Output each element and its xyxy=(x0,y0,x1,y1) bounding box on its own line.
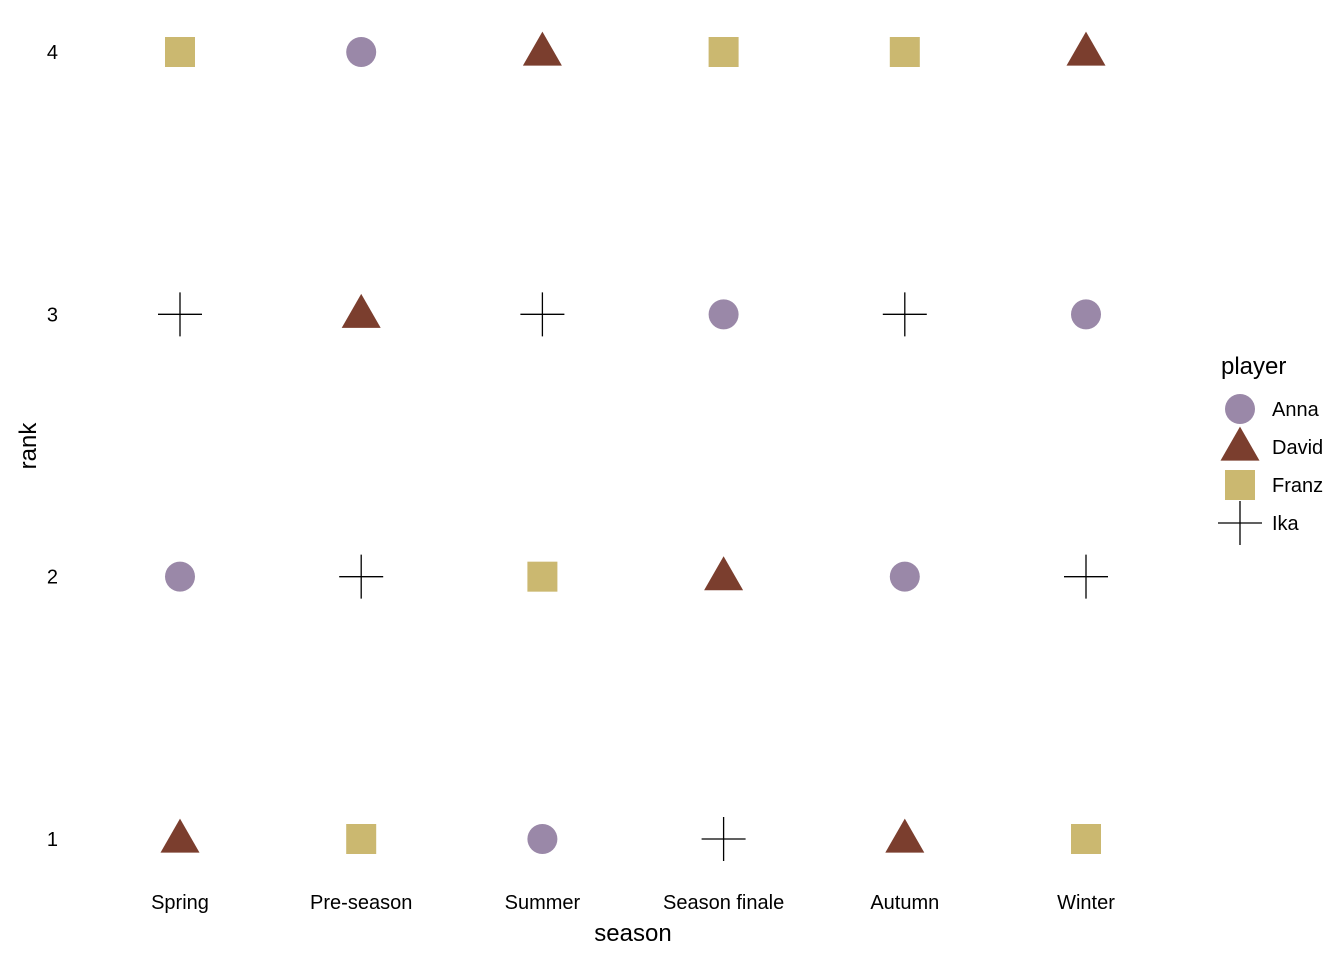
legend-key-anna xyxy=(1225,394,1255,424)
y-axis-title: rank xyxy=(15,422,42,470)
point-franz-3 xyxy=(527,561,558,592)
legend-key-franz xyxy=(1225,470,1255,500)
legend-key-ika xyxy=(1218,501,1262,545)
point-ika-6 xyxy=(1064,554,1108,599)
y-axis-ticks: 1 2 3 4 xyxy=(47,42,58,851)
legend: player Anna David Franz Ika xyxy=(1218,353,1323,545)
point-ika-3 xyxy=(520,292,565,337)
x-tick-label-1: Spring xyxy=(151,892,209,914)
point-david-5 xyxy=(885,818,925,853)
point-franz-4 xyxy=(708,37,739,67)
point-ika-1 xyxy=(158,292,202,337)
point-anna-2 xyxy=(346,37,377,67)
x-tick-label-2: Pre-season xyxy=(310,892,412,914)
legend-label-ika: Ika xyxy=(1272,513,1300,535)
point-franz-5 xyxy=(889,37,920,67)
point-franz-6 xyxy=(1071,824,1101,854)
x-axis-title: season xyxy=(594,920,671,947)
point-anna-1 xyxy=(165,561,195,592)
legend-title: player xyxy=(1221,353,1286,380)
y-tick-label-2: 2 xyxy=(47,567,58,589)
point-david-3 xyxy=(522,31,562,66)
point-anna-6 xyxy=(1071,299,1101,330)
point-david-4 xyxy=(704,556,744,591)
legend-label-franz: Franz xyxy=(1272,475,1323,497)
legend-key-david xyxy=(1220,426,1260,461)
point-ika-5 xyxy=(882,292,927,337)
point-anna-5 xyxy=(889,561,920,592)
x-axis-ticks: Spring Pre-season Summer Season finale Autum… xyxy=(151,892,1115,914)
point-anna-4 xyxy=(708,299,739,330)
x-tick-label-6: Winter xyxy=(1057,892,1115,914)
x-tick-label-3: Summer xyxy=(505,892,581,914)
point-david-2 xyxy=(341,293,381,328)
point-david-6 xyxy=(1066,31,1106,66)
y-tick-label-4: 4 xyxy=(47,42,58,64)
point-anna-3 xyxy=(527,824,558,854)
plot-area xyxy=(158,31,1108,861)
point-franz-1 xyxy=(165,37,195,67)
x-tick-label-5: Autumn xyxy=(870,892,939,914)
point-ika-4 xyxy=(701,817,746,861)
x-tick-label-4: Season finale xyxy=(663,892,784,914)
point-franz-2 xyxy=(346,824,377,854)
point-ika-2 xyxy=(339,554,384,599)
y-tick-label-3: 3 xyxy=(47,304,58,326)
y-tick-label-1: 1 xyxy=(47,829,58,851)
legend-label-david: David xyxy=(1272,437,1323,459)
legend-label-anna: Anna xyxy=(1272,399,1320,421)
point-david-1 xyxy=(160,818,200,853)
